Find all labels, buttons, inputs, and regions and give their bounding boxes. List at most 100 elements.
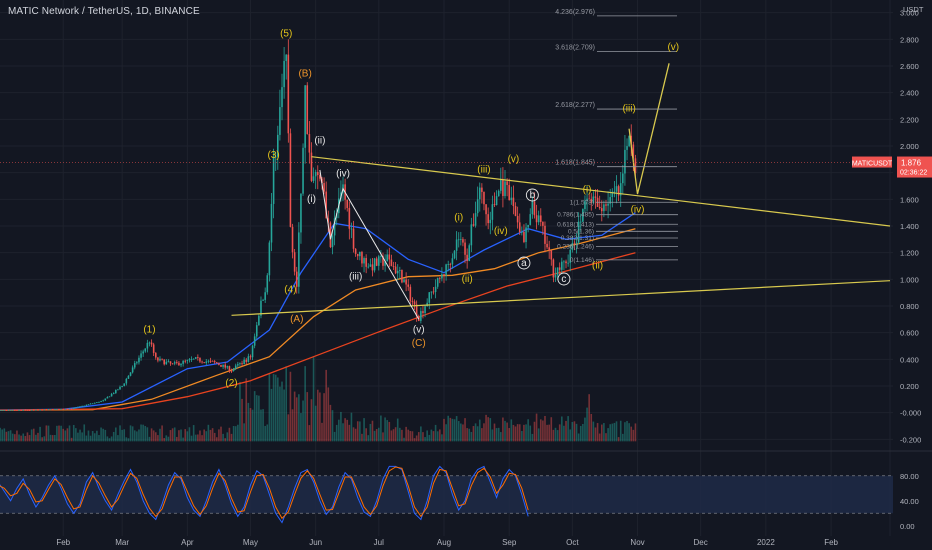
- wave-label: (2): [225, 378, 237, 389]
- candle-body: [190, 359, 193, 361]
- candle-body: [323, 183, 325, 192]
- candle-body: [472, 224, 475, 226]
- candle-body: [403, 279, 405, 283]
- price-tick-label: 1.400: [900, 222, 919, 231]
- volume-bar: [464, 418, 466, 442]
- wave-label: a: [521, 258, 527, 269]
- volume-bar: [565, 420, 567, 442]
- candle-body: [409, 286, 412, 302]
- fib-label: 3.618(2.709): [555, 44, 595, 51]
- candle-body: [106, 397, 109, 399]
- volume-bar: [554, 427, 557, 442]
- candle-body: [609, 197, 611, 204]
- volume-bar: [136, 431, 138, 442]
- wave-label: (1): [143, 325, 155, 336]
- candle-body: [624, 149, 626, 174]
- volume-bar: [285, 366, 288, 442]
- volume-bar: [586, 407, 588, 442]
- price-tick-label: 1.000: [900, 275, 919, 284]
- volume-bar: [108, 438, 111, 442]
- candle-body: [72, 407, 75, 409]
- volume-bar: [436, 431, 439, 442]
- candle-body: [230, 370, 233, 372]
- candle-body: [565, 261, 567, 264]
- stoch-d-line: [0, 466, 529, 520]
- candle-body: [119, 386, 121, 390]
- volume-bar: [628, 423, 630, 442]
- volume-bar: [140, 424, 142, 442]
- volume-bar: [186, 431, 189, 442]
- candle-body: [133, 363, 136, 368]
- volume-bar: [89, 435, 92, 442]
- volume-bar: [417, 432, 420, 442]
- volume-bar: [222, 433, 224, 442]
- moving-average-2: [0, 228, 636, 411]
- candle-body: [266, 275, 269, 293]
- volume-bar: [291, 409, 294, 442]
- candle-body: [533, 201, 536, 216]
- candle-body: [289, 133, 292, 227]
- candle-body: [577, 221, 580, 243]
- candle-body: [41, 409, 43, 411]
- volume-bar: [373, 430, 376, 442]
- volume-bar: [344, 418, 346, 442]
- volume-bar: [119, 425, 121, 442]
- candle-body: [75, 407, 77, 409]
- volume-bar: [361, 433, 363, 442]
- candle-body: [220, 364, 222, 367]
- volume-bar: [268, 374, 271, 442]
- volume-bar: [85, 435, 88, 442]
- candle-body: [449, 264, 452, 265]
- volume-bar: [544, 415, 546, 442]
- volume-bar: [340, 411, 342, 442]
- candle-body: [291, 226, 294, 253]
- stoch-tick-label: 0.00: [900, 522, 915, 531]
- volume-bar: [197, 434, 199, 442]
- candle-body: [468, 245, 471, 262]
- candle-body: [89, 403, 92, 405]
- volume-bar: [634, 423, 637, 442]
- volume-bar: [218, 429, 220, 442]
- candle-body: [491, 204, 494, 220]
- volume-bar: [327, 387, 330, 442]
- volume-bar: [154, 432, 157, 442]
- volume-bar: [603, 423, 605, 442]
- candle-body: [140, 353, 142, 358]
- volume-bar: [131, 426, 134, 442]
- time-axis[interactable]: Feb Mar Apr May Jun Jul Aug Sep Oct Nov Dec 2022 Feb: [56, 538, 838, 547]
- candle-body: [54, 409, 56, 410]
- volume-bar: [258, 395, 260, 442]
- volume-bar: [310, 399, 313, 442]
- volume-bar: [491, 429, 494, 442]
- price-tick-label: 2.000: [900, 142, 919, 151]
- wave-label: (iii): [622, 103, 635, 114]
- volume-bar: [93, 433, 96, 442]
- price-axis[interactable]: 3.0002.8002.6002.4002.2002.0001.8001.600…: [0, 5, 932, 531]
- volume-bar: [622, 433, 624, 442]
- volume-bar: [531, 433, 534, 442]
- volume-bar: [142, 424, 144, 442]
- candle-body: [481, 187, 483, 192]
- candle-body: [438, 277, 441, 279]
- volume-bar: [348, 424, 351, 442]
- candle-body: [1, 410, 4, 411]
- candle-body: [613, 191, 616, 193]
- fib-label: 0.786(1.485): [557, 212, 594, 219]
- volume-bar: [20, 435, 22, 442]
- volume-bar: [443, 418, 445, 442]
- candle-body: [325, 191, 327, 219]
- candle-body: [369, 264, 372, 267]
- candle-body: [310, 152, 313, 181]
- fib-label: 1.618(1.845): [555, 160, 595, 167]
- price-tick-label: 2.400: [900, 89, 919, 98]
- moving-averages: [0, 212, 636, 411]
- candle-body: [542, 221, 544, 226]
- volume-bar: [319, 392, 321, 442]
- candle-body: [563, 261, 565, 263]
- candle-body: [157, 357, 159, 361]
- candle-body: [363, 258, 365, 264]
- volume-bar: [237, 424, 239, 442]
- candle-body: [493, 204, 496, 206]
- candle-body: [81, 405, 83, 407]
